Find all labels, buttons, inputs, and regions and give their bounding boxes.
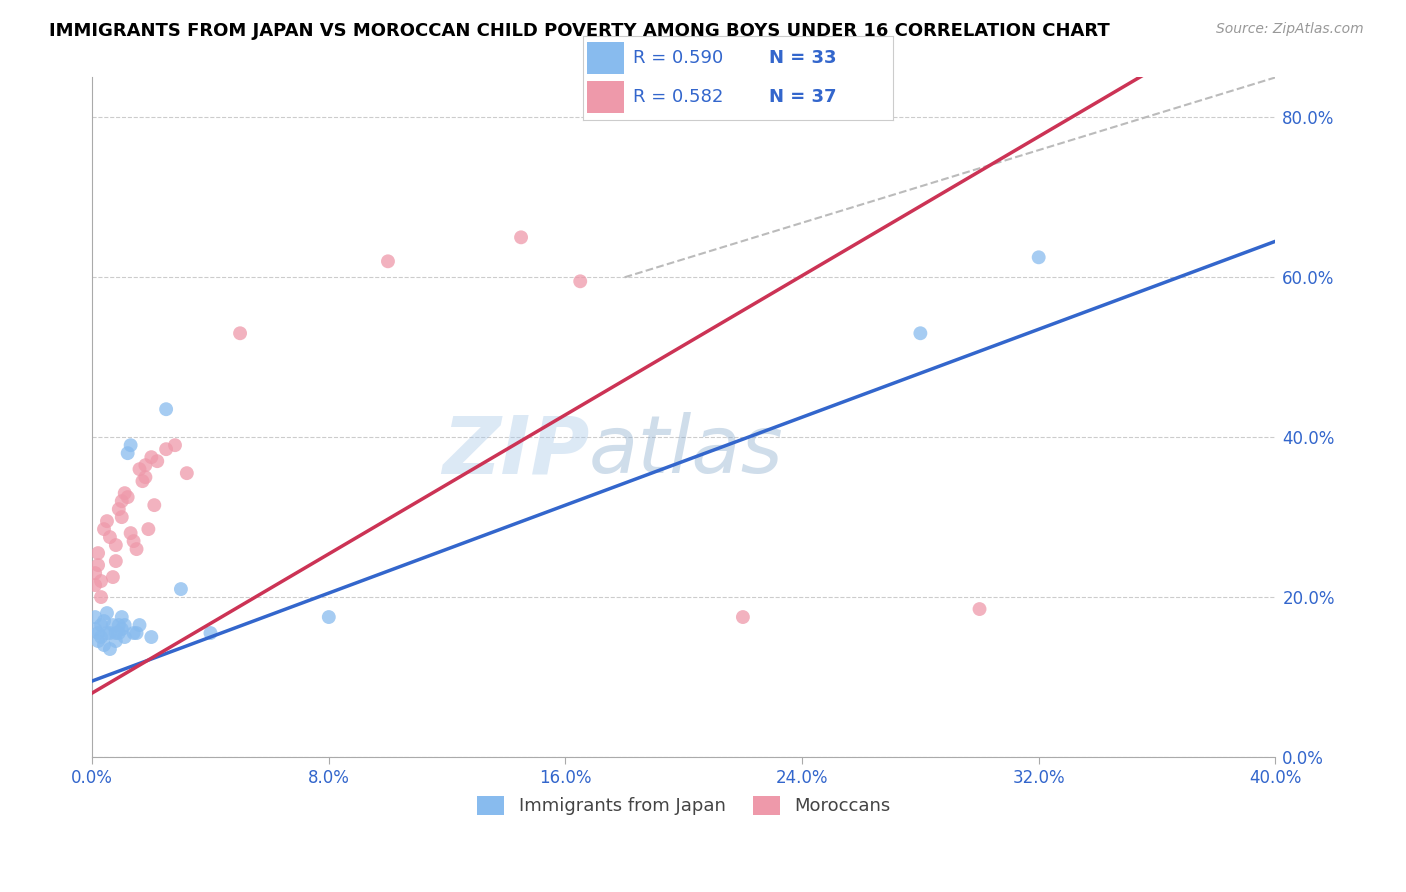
Point bbox=[122, 534, 145, 549]
Point bbox=[107, 626, 129, 640]
Point bbox=[510, 230, 533, 244]
Point bbox=[114, 630, 136, 644]
Point bbox=[143, 498, 166, 512]
Point bbox=[98, 626, 121, 640]
Point bbox=[87, 558, 110, 573]
Point bbox=[111, 622, 134, 636]
Point bbox=[114, 618, 136, 632]
Point bbox=[93, 638, 115, 652]
Point bbox=[125, 626, 148, 640]
Point bbox=[969, 602, 991, 616]
Point bbox=[96, 626, 118, 640]
Point bbox=[141, 450, 163, 465]
Point bbox=[111, 494, 134, 508]
Text: N = 37: N = 37 bbox=[769, 87, 837, 105]
Point bbox=[87, 626, 110, 640]
Point bbox=[84, 578, 107, 592]
Text: R = 0.582: R = 0.582 bbox=[633, 87, 723, 105]
Point bbox=[146, 454, 169, 468]
Point bbox=[93, 614, 115, 628]
Point bbox=[90, 618, 112, 632]
Point bbox=[134, 458, 156, 472]
Point bbox=[90, 574, 112, 588]
Point bbox=[134, 470, 156, 484]
Point bbox=[104, 626, 127, 640]
Point bbox=[910, 326, 932, 341]
Point bbox=[200, 626, 222, 640]
Text: R = 0.590: R = 0.590 bbox=[633, 49, 723, 67]
Point bbox=[90, 590, 112, 604]
Text: ZIP: ZIP bbox=[441, 412, 589, 491]
Point bbox=[104, 538, 127, 552]
Text: IMMIGRANTS FROM JAPAN VS MOROCCAN CHILD POVERTY AMONG BOYS UNDER 16 CORRELATION : IMMIGRANTS FROM JAPAN VS MOROCCAN CHILD … bbox=[49, 22, 1109, 40]
Text: atlas: atlas bbox=[589, 412, 785, 491]
Text: N = 33: N = 33 bbox=[769, 49, 837, 67]
Point bbox=[163, 438, 186, 452]
Point bbox=[170, 582, 193, 596]
Point bbox=[117, 446, 139, 460]
Text: Source: ZipAtlas.com: Source: ZipAtlas.com bbox=[1216, 22, 1364, 37]
Point bbox=[141, 630, 163, 644]
Point bbox=[98, 530, 121, 544]
Point bbox=[731, 610, 754, 624]
Point bbox=[128, 618, 150, 632]
Point bbox=[229, 326, 252, 341]
Point bbox=[377, 254, 399, 268]
Point bbox=[87, 634, 110, 648]
Point bbox=[84, 566, 107, 580]
Point bbox=[120, 526, 142, 541]
Point bbox=[155, 402, 177, 417]
Point bbox=[128, 462, 150, 476]
Point bbox=[111, 610, 134, 624]
Point bbox=[87, 546, 110, 560]
Point bbox=[93, 522, 115, 536]
Point bbox=[96, 514, 118, 528]
Point bbox=[122, 626, 145, 640]
Point bbox=[101, 618, 124, 632]
Point bbox=[107, 618, 129, 632]
Point bbox=[84, 610, 107, 624]
Point bbox=[125, 542, 148, 557]
Point bbox=[98, 642, 121, 657]
Point bbox=[318, 610, 340, 624]
FancyBboxPatch shape bbox=[586, 42, 624, 74]
Point bbox=[101, 570, 124, 584]
Legend: Immigrants from Japan, Moroccans: Immigrants from Japan, Moroccans bbox=[470, 789, 897, 822]
Point bbox=[117, 490, 139, 504]
Point bbox=[90, 630, 112, 644]
Point bbox=[176, 466, 198, 480]
Point bbox=[114, 486, 136, 500]
Point bbox=[104, 554, 127, 568]
Point bbox=[111, 510, 134, 524]
Point bbox=[138, 522, 160, 536]
Point bbox=[107, 502, 129, 516]
Point bbox=[1028, 250, 1050, 264]
Point bbox=[104, 634, 127, 648]
FancyBboxPatch shape bbox=[586, 80, 624, 112]
Point bbox=[84, 622, 107, 636]
Point bbox=[131, 474, 153, 488]
Point bbox=[155, 442, 177, 457]
Point bbox=[120, 438, 142, 452]
Point bbox=[96, 606, 118, 620]
Point bbox=[569, 274, 592, 288]
